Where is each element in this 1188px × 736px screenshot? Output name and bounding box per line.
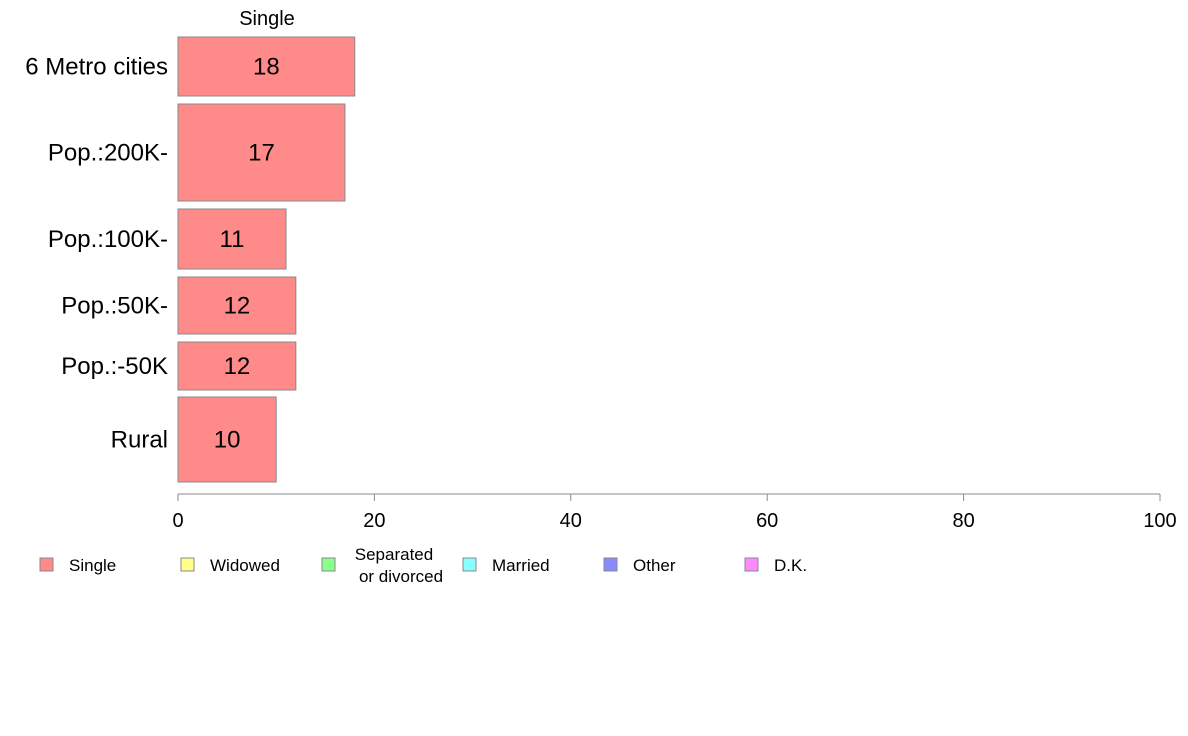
legend-swatch xyxy=(321,557,336,572)
category-label: Pop.:100K- xyxy=(48,226,168,253)
bar xyxy=(177,36,356,97)
bar-value-label: 11 xyxy=(220,226,245,253)
bar xyxy=(177,341,297,391)
bar xyxy=(177,103,346,202)
legend-swatch xyxy=(603,557,618,572)
legend-swatch xyxy=(462,557,477,572)
category-label: Pop.:200K- xyxy=(48,140,168,167)
bar xyxy=(177,276,297,335)
x-tick-label: 20 xyxy=(363,510,385,532)
bar-value-label: 18 xyxy=(253,54,280,81)
legend-label: Separated xyxy=(355,545,433,564)
category-label: Pop.:-50K xyxy=(61,353,168,380)
x-tick-label: 0 xyxy=(172,510,183,532)
legend-swatch xyxy=(744,557,759,572)
x-tick-label: 40 xyxy=(560,510,582,532)
legend: Single Widowed Separated or divorced Married… xyxy=(39,545,807,586)
bar xyxy=(177,396,277,483)
chart-title: Single xyxy=(239,8,295,30)
legend-swatch xyxy=(39,557,54,572)
legend-label: Single xyxy=(69,556,116,575)
legend-label: or divorced xyxy=(359,567,443,586)
bar-value-label: 12 xyxy=(224,353,251,380)
legend-label: D.K. xyxy=(774,556,807,575)
bar-value-label: 17 xyxy=(248,140,275,167)
legend-label: Married xyxy=(492,556,550,575)
legend-label: Widowed xyxy=(210,556,280,575)
x-tick-label: 60 xyxy=(756,510,778,532)
bar xyxy=(177,208,287,270)
x-tick-label: 100 xyxy=(1143,510,1176,532)
bar-value-label: 10 xyxy=(214,427,241,454)
legend-label: Other xyxy=(633,556,676,575)
x-tick-label: 80 xyxy=(952,510,974,532)
legend-swatch xyxy=(180,557,195,572)
category-label: 6 Metro cities xyxy=(25,54,168,81)
bar-value-label: 12 xyxy=(224,293,251,320)
bars-group: 18 6 Metro cities 17 Pop.:200K- 11 Pop.:100K-… xyxy=(25,36,356,483)
x-axis: 0 20 40 60 80 100 xyxy=(172,493,1177,532)
category-label: Pop.:50K- xyxy=(61,293,168,320)
category-label: Rural xyxy=(111,427,168,454)
